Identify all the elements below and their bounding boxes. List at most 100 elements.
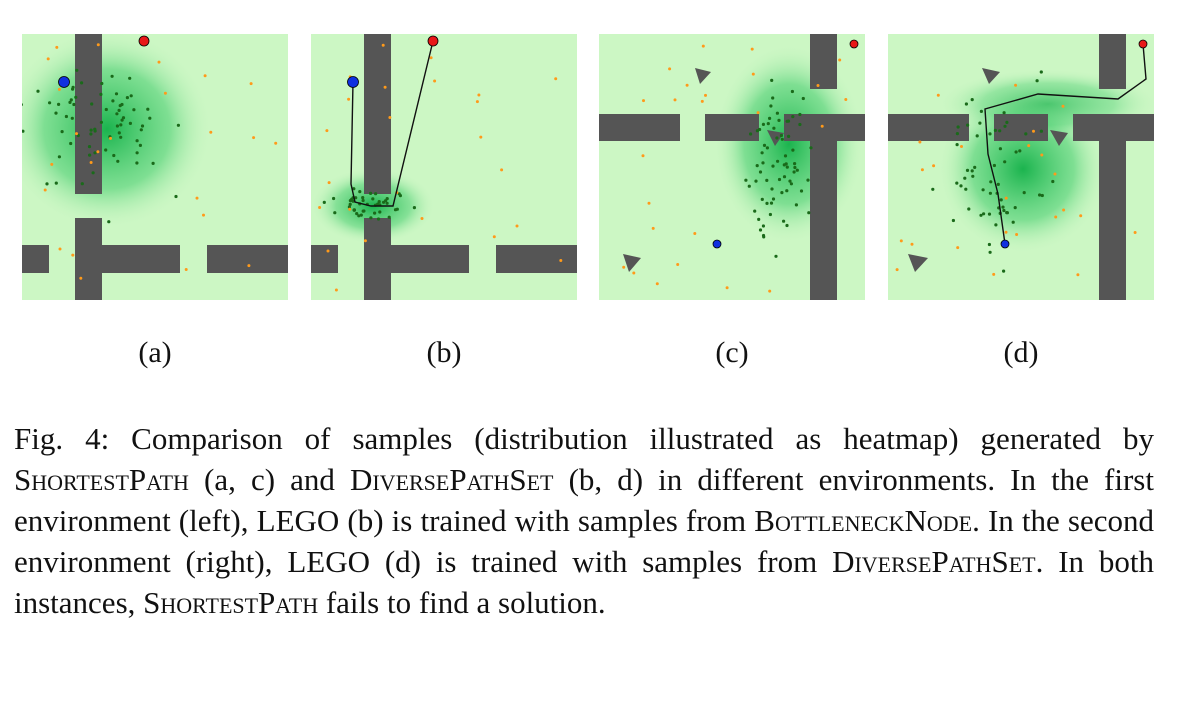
sample-point xyxy=(777,118,781,122)
caption-text: Fig. 4: Comparison of samples (distribut… xyxy=(14,421,1154,456)
sample-point xyxy=(755,129,759,133)
sample-point xyxy=(377,200,381,204)
sample-point xyxy=(87,145,92,149)
sample-point xyxy=(982,212,986,216)
random-point xyxy=(1004,196,1008,200)
sample-point xyxy=(373,211,377,215)
sample-point xyxy=(988,250,992,254)
sample-point xyxy=(1051,179,1055,184)
sample-point xyxy=(964,187,968,191)
sample-point xyxy=(785,119,789,123)
random-point xyxy=(992,272,996,276)
random-point xyxy=(89,161,93,164)
sample-point xyxy=(992,163,996,168)
sample-point xyxy=(120,118,124,122)
random-points xyxy=(43,43,278,280)
random-point xyxy=(363,239,367,243)
panel-c xyxy=(599,34,865,300)
sample-point xyxy=(964,102,968,106)
sample-point xyxy=(371,197,375,201)
random-point xyxy=(756,111,760,115)
random-point xyxy=(655,282,659,286)
random-point xyxy=(676,263,680,266)
caption-text: . In the second environment (right), LEG… xyxy=(14,503,1154,579)
random-point xyxy=(500,168,504,172)
sample-point xyxy=(807,211,811,215)
random-point xyxy=(920,168,924,172)
random-point xyxy=(936,93,940,97)
sample-point xyxy=(787,134,791,138)
sample-point xyxy=(72,102,76,107)
goal-marker xyxy=(849,39,859,49)
sample-point xyxy=(955,132,959,136)
sample-point xyxy=(1005,120,1009,124)
sample-point xyxy=(369,216,373,220)
sample-point xyxy=(988,132,992,136)
sample-point xyxy=(22,129,25,133)
sample-point xyxy=(93,127,97,131)
sample-point xyxy=(789,182,793,186)
sample-point xyxy=(768,116,772,120)
sample-point xyxy=(45,182,49,186)
sample-point xyxy=(1014,150,1018,154)
sample-point xyxy=(104,107,108,112)
sample-point xyxy=(89,132,93,136)
random-points xyxy=(622,44,848,293)
random-point xyxy=(348,207,352,211)
sample-point xyxy=(57,155,62,159)
sample-point xyxy=(776,159,780,163)
sample-point xyxy=(125,96,129,100)
sample-point xyxy=(36,89,40,93)
random-point xyxy=(202,213,205,217)
sample-point xyxy=(68,100,72,104)
random-point xyxy=(475,100,479,104)
method-name: DiversePathSet xyxy=(349,462,554,497)
random-point xyxy=(327,181,331,185)
random-point xyxy=(1053,172,1057,176)
sample-point xyxy=(747,184,751,188)
sample-point xyxy=(378,210,382,214)
random-point xyxy=(433,79,437,83)
method-name: DiversePathSet xyxy=(832,544,1036,579)
sample-point xyxy=(129,94,133,98)
walls xyxy=(888,34,1154,300)
sample-point xyxy=(398,194,402,198)
sample-point xyxy=(765,146,769,150)
random-point xyxy=(751,72,755,76)
random-point xyxy=(55,45,59,49)
random-point xyxy=(50,162,54,166)
random-point xyxy=(895,268,899,272)
random-point xyxy=(252,136,256,140)
sample-point xyxy=(793,162,797,166)
random-point xyxy=(274,141,278,145)
sample-point xyxy=(793,165,797,170)
random-point xyxy=(247,264,251,268)
method-name: ShortestPath xyxy=(143,585,319,620)
sample-point xyxy=(132,108,136,112)
sample-point xyxy=(116,159,120,163)
random-point xyxy=(1014,83,1018,87)
sample-point xyxy=(790,89,794,94)
sample-point xyxy=(369,191,373,195)
sample-point xyxy=(1024,132,1028,136)
sample-point xyxy=(1018,149,1022,153)
random-points xyxy=(895,83,1137,277)
random-point xyxy=(479,135,483,139)
sample-point xyxy=(117,108,121,112)
sample-point xyxy=(119,123,123,127)
random-point xyxy=(559,259,563,262)
sample-point xyxy=(111,99,115,103)
random-point xyxy=(1076,273,1080,277)
sample-point xyxy=(174,194,178,199)
sample-point xyxy=(322,200,326,204)
sample-point xyxy=(374,192,378,196)
random-point xyxy=(515,224,519,228)
start-marker xyxy=(347,76,359,88)
sample-point xyxy=(998,129,1002,133)
sample-point xyxy=(128,76,132,80)
sample-point xyxy=(955,143,959,147)
sample-point xyxy=(376,217,381,221)
panel-b-label: (b) xyxy=(426,336,462,369)
random-point xyxy=(1004,230,1008,234)
random-point xyxy=(700,99,704,103)
